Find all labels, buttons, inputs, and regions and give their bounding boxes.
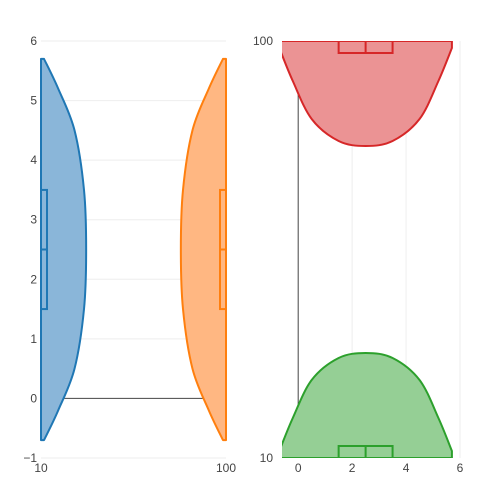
left-plot: −1 0 1 2 3 4 5 6 10 100 [23, 34, 236, 475]
x-tick-label: 6 [457, 461, 464, 475]
y-tick-label: −1 [23, 451, 37, 465]
y-tick-label: 2 [30, 272, 37, 286]
y-tick-label: 1 [30, 332, 37, 346]
y-tick-label: 100 [253, 34, 273, 48]
violins [282, 41, 453, 458]
violin-1 [179, 57, 227, 442]
violin-0 [40, 57, 88, 442]
y-tick-label: 3 [30, 213, 37, 227]
violin-h-0 [282, 41, 453, 147]
x-tick-label: 2 [349, 461, 356, 475]
y-tick-label: 10 [260, 451, 274, 465]
y-tick-label: 4 [30, 153, 37, 167]
violin-h-1 [282, 352, 453, 458]
y-tick-label: 5 [30, 94, 37, 108]
x-tick-label: 4 [403, 461, 410, 475]
y-tick-label: 0 [30, 391, 37, 405]
right-plot: 0 2 4 6 10 100 [253, 34, 464, 475]
x-tick-label: 0 [295, 461, 302, 475]
x-tick-label: 100 [216, 461, 236, 475]
x-tick-label: 10 [34, 461, 48, 475]
y-tick-label: 6 [30, 34, 37, 48]
